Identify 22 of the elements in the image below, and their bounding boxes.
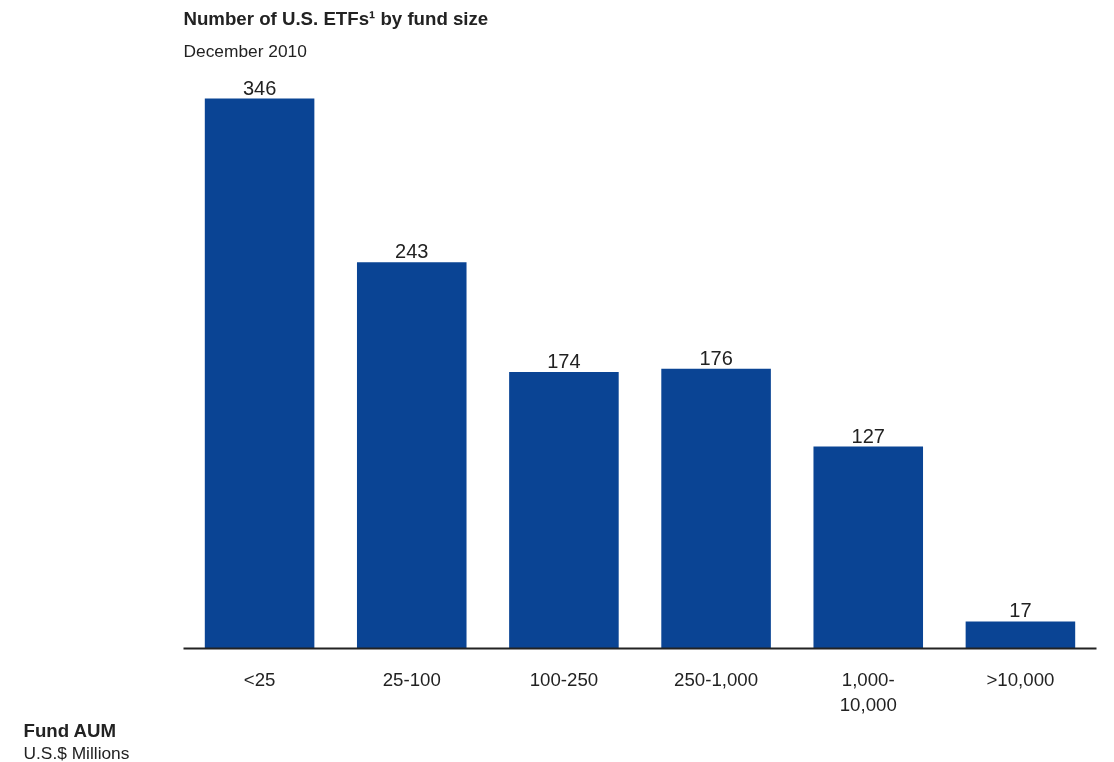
bar: [813, 446, 924, 649]
data-label: 176: [699, 346, 733, 369]
x-tick-label: 250-1,000: [674, 668, 759, 690]
bar: [204, 98, 315, 649]
x-tick-label: 100-250: [529, 668, 599, 690]
x-tick-label: >10,000: [986, 668, 1055, 690]
chart-title: Number of U.S. ETFs¹ by fund size: [183, 7, 489, 29]
bar: [965, 621, 1076, 649]
chart-subtitle: December 2010: [183, 40, 307, 61]
bar: [509, 371, 619, 649]
data-label: 17: [1009, 599, 1032, 622]
x-tick-label: 25-100: [382, 668, 441, 690]
x-tick-label: 1,000-10,000: [839, 668, 897, 715]
bar: [661, 368, 771, 649]
data-label: 174: [547, 349, 581, 372]
data-label: 243: [395, 240, 429, 263]
bar: [356, 262, 467, 649]
data-label: 127: [851, 424, 885, 447]
text: U.S.$ Millions: [23, 742, 130, 762]
data-label: 346: [242, 76, 277, 99]
x-tick-label: <25: [243, 668, 276, 690]
x-axis-title: Fund AUM: [23, 719, 117, 741]
